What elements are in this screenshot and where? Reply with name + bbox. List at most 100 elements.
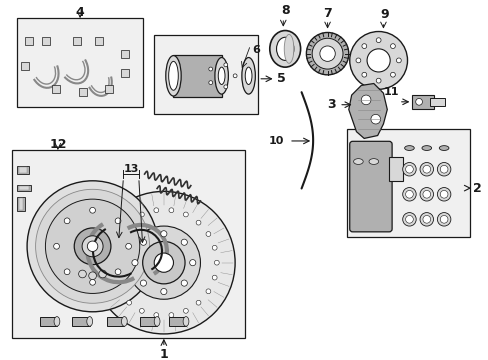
Circle shape xyxy=(375,38,380,42)
Circle shape xyxy=(181,239,187,245)
Circle shape xyxy=(370,114,380,124)
Bar xyxy=(21,62,29,70)
Circle shape xyxy=(139,212,144,217)
Circle shape xyxy=(405,190,412,198)
Bar xyxy=(72,316,89,326)
Circle shape xyxy=(115,269,121,275)
Circle shape xyxy=(405,165,412,173)
Circle shape xyxy=(110,245,115,250)
Bar xyxy=(411,95,433,109)
Circle shape xyxy=(88,272,96,280)
Circle shape xyxy=(439,190,447,198)
Ellipse shape xyxy=(54,316,60,326)
Circle shape xyxy=(183,212,188,217)
Circle shape xyxy=(127,226,200,299)
Circle shape xyxy=(402,162,415,176)
Circle shape xyxy=(64,269,70,275)
Circle shape xyxy=(115,218,121,224)
Text: 8: 8 xyxy=(280,4,289,17)
Bar xyxy=(429,98,444,106)
Circle shape xyxy=(125,243,131,249)
Ellipse shape xyxy=(353,159,363,165)
Bar xyxy=(12,150,244,338)
Circle shape xyxy=(64,218,70,224)
Circle shape xyxy=(108,260,113,265)
Circle shape xyxy=(405,216,412,223)
Circle shape xyxy=(224,63,227,67)
Circle shape xyxy=(45,199,140,293)
Ellipse shape xyxy=(218,67,224,85)
Bar xyxy=(18,166,29,174)
Circle shape xyxy=(169,313,173,318)
Ellipse shape xyxy=(438,146,448,150)
Circle shape xyxy=(212,275,217,280)
Circle shape xyxy=(439,165,447,173)
Text: 2: 2 xyxy=(472,181,481,195)
Text: 7: 7 xyxy=(323,7,331,20)
Circle shape xyxy=(439,216,447,223)
Ellipse shape xyxy=(269,31,300,67)
Circle shape xyxy=(79,270,86,278)
Circle shape xyxy=(74,228,111,265)
Bar xyxy=(79,88,87,96)
Text: 9: 9 xyxy=(379,8,388,21)
Text: 13: 13 xyxy=(123,164,139,174)
Ellipse shape xyxy=(165,55,181,96)
Circle shape xyxy=(436,188,450,201)
Ellipse shape xyxy=(404,146,413,150)
Ellipse shape xyxy=(284,35,293,63)
Ellipse shape xyxy=(245,67,251,85)
Circle shape xyxy=(390,44,394,49)
Circle shape xyxy=(311,38,342,69)
Circle shape xyxy=(126,220,131,225)
Circle shape xyxy=(436,212,450,226)
Circle shape xyxy=(208,67,212,71)
Circle shape xyxy=(89,207,95,213)
Circle shape xyxy=(140,239,146,245)
Ellipse shape xyxy=(214,58,228,94)
Text: 6: 6 xyxy=(252,45,260,55)
Circle shape xyxy=(36,189,149,303)
Circle shape xyxy=(422,190,430,198)
Circle shape xyxy=(415,98,422,105)
Bar xyxy=(121,50,129,58)
Circle shape xyxy=(132,260,138,266)
FancyBboxPatch shape xyxy=(349,141,391,232)
Circle shape xyxy=(169,208,173,213)
Circle shape xyxy=(139,309,144,313)
Circle shape xyxy=(126,300,131,305)
Circle shape xyxy=(142,242,184,284)
Circle shape xyxy=(161,231,166,237)
Circle shape xyxy=(117,289,122,294)
Ellipse shape xyxy=(121,316,127,326)
Text: 4: 4 xyxy=(76,6,84,19)
Circle shape xyxy=(390,72,394,77)
Circle shape xyxy=(319,46,335,61)
Circle shape xyxy=(402,188,415,201)
Circle shape xyxy=(419,188,433,201)
Circle shape xyxy=(92,192,235,334)
Circle shape xyxy=(396,58,401,63)
Bar xyxy=(20,167,27,173)
Circle shape xyxy=(82,236,103,257)
Bar xyxy=(154,35,258,114)
Circle shape xyxy=(419,212,433,226)
Circle shape xyxy=(233,74,237,78)
Bar xyxy=(346,129,469,237)
Bar xyxy=(18,197,25,211)
Bar xyxy=(388,157,402,181)
Bar xyxy=(40,316,57,326)
Circle shape xyxy=(205,289,210,294)
Ellipse shape xyxy=(168,61,178,90)
Circle shape xyxy=(349,32,407,89)
Bar xyxy=(20,186,29,190)
Circle shape xyxy=(54,243,60,249)
Circle shape xyxy=(110,275,115,280)
Circle shape xyxy=(361,44,366,49)
Circle shape xyxy=(154,313,159,318)
Circle shape xyxy=(375,78,380,83)
Text: 10: 10 xyxy=(268,136,284,146)
Bar xyxy=(95,37,103,45)
Polygon shape xyxy=(348,84,386,138)
Circle shape xyxy=(419,162,433,176)
